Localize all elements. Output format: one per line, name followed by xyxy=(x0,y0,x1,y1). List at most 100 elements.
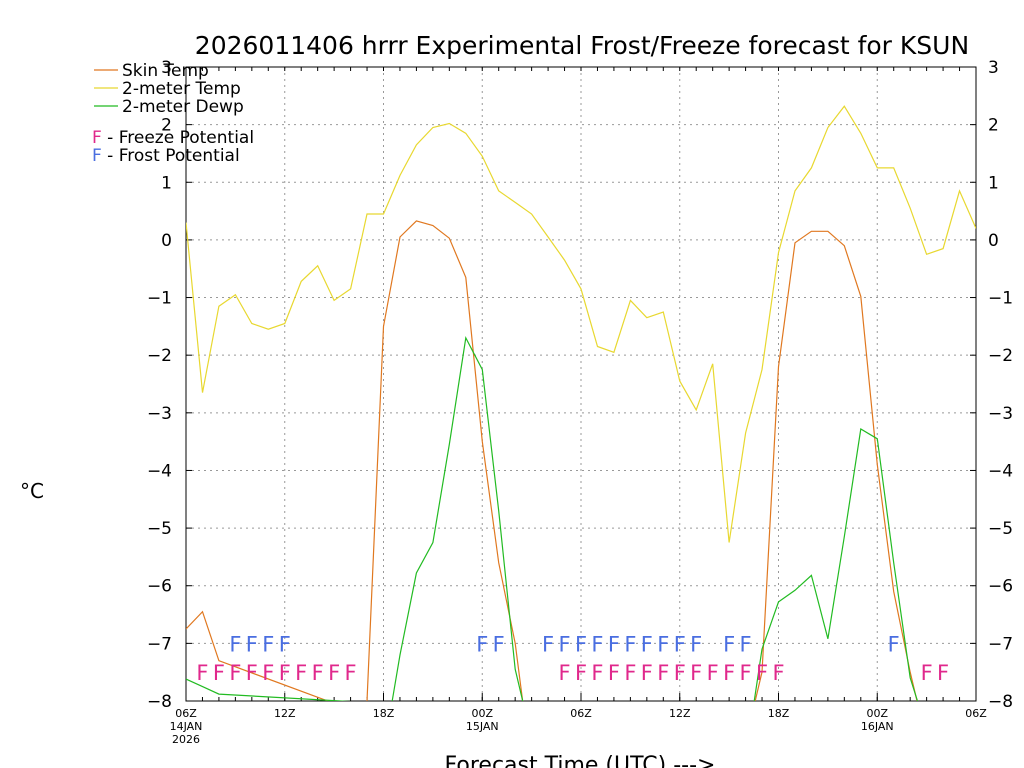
y-tick-label-left: −6 xyxy=(147,577,172,597)
flag-legend-text: - Frost Potential xyxy=(102,146,240,166)
freeze-flag: F xyxy=(295,661,307,685)
freeze-flag: F xyxy=(246,661,258,685)
y-tick-label-left: −5 xyxy=(147,519,172,539)
y-tick-label-left: −8 xyxy=(147,692,172,712)
y-tick-label-right: −3 xyxy=(988,404,1013,424)
flag-legend-text: - Freeze Potential xyxy=(102,128,254,148)
frost-flag: F xyxy=(558,632,570,656)
freeze-flag: F xyxy=(772,661,784,685)
freeze-flag: F xyxy=(345,661,357,685)
x-tick-label: 00Z xyxy=(866,707,888,720)
freeze-flag: F xyxy=(723,661,735,685)
y-tick-label-left: −1 xyxy=(147,289,172,309)
frost-flag: F xyxy=(591,632,603,656)
x-tick-label: 18Z xyxy=(373,707,395,720)
frost-flag: F xyxy=(657,632,669,656)
series-line-2-meter-dewp xyxy=(186,335,919,701)
x-tick-label: 06Z xyxy=(175,707,197,720)
freeze-flag: F xyxy=(196,661,208,685)
series-lines xyxy=(186,105,976,701)
y-tick-label-left: −2 xyxy=(147,346,172,366)
freeze-flag: F xyxy=(690,661,702,685)
y-tick-label-left: 0 xyxy=(161,231,172,251)
x-tick-date: 15JAN xyxy=(466,720,499,733)
x-tick-date: 16JAN xyxy=(861,720,894,733)
freeze-flag: F xyxy=(608,661,620,685)
freeze-flag: F xyxy=(558,661,570,685)
y-tick-label-right: −1 xyxy=(988,289,1013,309)
y-tick-label-left: −4 xyxy=(147,461,172,481)
y-tick-label-left: −3 xyxy=(147,404,172,424)
y-tick-label-left: 3 xyxy=(161,58,172,78)
x-tick-year: 2026 xyxy=(172,733,200,746)
freeze-flag: F xyxy=(937,661,949,685)
freeze-flag: F xyxy=(740,661,752,685)
y-tick-label-right: 0 xyxy=(988,231,999,251)
chart-title: 2026011406 hrrr Experimental Frost/Freez… xyxy=(195,31,969,60)
freeze-flag: F xyxy=(575,661,587,685)
frost-flag: F xyxy=(624,632,636,656)
frost-freeze-flags: F F F F F F F F F F F F F F F F F F FF F F F F F F F F F F F F F F F F F F F F… xyxy=(196,632,949,685)
y-tick-label-right: 3 xyxy=(988,58,999,78)
x-tick-label: 18Z xyxy=(768,707,790,720)
freeze-flag: F xyxy=(657,661,669,685)
frost-flag: F xyxy=(740,632,752,656)
x-tick-label: 00Z xyxy=(471,707,493,720)
freeze-flag: F xyxy=(591,661,603,685)
y-tick-label-right: −5 xyxy=(988,519,1013,539)
frost-flag: F xyxy=(229,632,241,656)
y-tick-label-right: −2 xyxy=(988,346,1013,366)
x-tick-label: 12Z xyxy=(669,707,691,720)
flag-legend-entry: F - Freeze Potential xyxy=(92,128,254,148)
freeze-flag: F xyxy=(279,661,291,685)
y-tick-label-right: 2 xyxy=(988,116,999,136)
frost-flag: F xyxy=(279,632,291,656)
frost-flag: F xyxy=(575,632,587,656)
frost-flag: F xyxy=(246,632,258,656)
freeze-flag: F xyxy=(312,661,324,685)
y-tick-label-right: 1 xyxy=(988,173,999,193)
x-tick-label: 12Z xyxy=(274,707,296,720)
freeze-flag: F xyxy=(213,661,225,685)
frost-flag: F xyxy=(888,632,900,656)
freeze-flag: F xyxy=(707,661,719,685)
legend-label: 2-meter Dewp xyxy=(122,97,244,117)
y-tick-label-left: 2 xyxy=(161,116,172,136)
y-axis-label: °C xyxy=(20,479,44,503)
freeze-flag: F xyxy=(229,661,241,685)
y-tick-label-left: −7 xyxy=(147,634,172,654)
y-tick-label-left: 1 xyxy=(161,173,172,193)
y-tick-label-right: −8 xyxy=(988,692,1013,712)
frost-flag: F xyxy=(493,632,505,656)
legend-label: 2-meter Temp xyxy=(122,79,241,99)
frost-flag: F xyxy=(641,632,653,656)
axes: −8 −8 −7 −7 −6 −6 −5 −5 −4 −4 −3 −3 −2 −2 −1 −1 0 0 1 1 2 2 3 3… xyxy=(147,58,1013,746)
freeze-flag: F xyxy=(674,661,686,685)
freeze-flag: F xyxy=(262,661,274,685)
x-axis-label: Forecast Time (UTC) ---> xyxy=(445,753,716,768)
y-tick-label-right: −4 xyxy=(988,461,1013,481)
frost-flag: F xyxy=(542,632,554,656)
freeze-flag: F xyxy=(756,661,768,685)
freeze-flag: F xyxy=(624,661,636,685)
flag-legend-symbol: F xyxy=(92,128,102,148)
y-tick-label-right: −7 xyxy=(988,634,1013,654)
x-tick-label: 06Z xyxy=(965,707,987,720)
y-tick-label-right: −6 xyxy=(988,577,1013,597)
frost-flag: F xyxy=(476,632,488,656)
freeze-flag: F xyxy=(641,661,653,685)
frost-flag: F xyxy=(723,632,735,656)
x-tick-label: 06Z xyxy=(570,707,592,720)
series-line-skin-temp xyxy=(186,220,918,701)
flag-legend-symbol: F xyxy=(92,146,102,166)
series-line-2-meter-temp xyxy=(186,105,976,543)
freeze-flag: F xyxy=(921,661,933,685)
freeze-flag: F xyxy=(328,661,340,685)
frost-flag: F xyxy=(674,632,686,656)
legend-label: Skin Temp xyxy=(122,61,209,81)
plot-frame xyxy=(185,66,977,702)
frost-flag: F xyxy=(608,632,620,656)
frost-flag: F xyxy=(690,632,702,656)
